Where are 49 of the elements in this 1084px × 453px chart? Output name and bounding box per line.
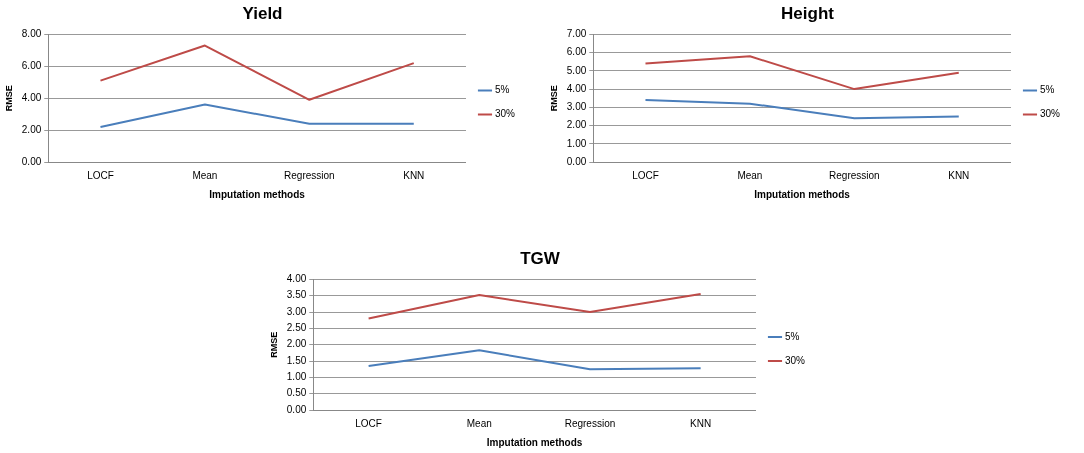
chart-title: TGW bbox=[520, 248, 561, 268]
y-tick-label: 5.00 bbox=[566, 64, 587, 76]
x-tick-label: LOCF bbox=[632, 169, 659, 181]
chart-title: Height bbox=[781, 3, 835, 23]
x-tick-label: Regression bbox=[564, 417, 616, 429]
y-tick-label: 1.50 bbox=[286, 354, 307, 366]
y-tick-label: 2.50 bbox=[286, 322, 307, 334]
x-axis-title: Imputation methods bbox=[209, 188, 306, 200]
y-tick-label: 3.50 bbox=[286, 289, 307, 301]
chart-title: Yield bbox=[242, 3, 283, 23]
y-tick-label: 0.00 bbox=[286, 403, 307, 415]
y-tick-label: 0.00 bbox=[566, 155, 587, 167]
y-tick-label: 4.00 bbox=[21, 91, 42, 103]
x-tick-label: KNN bbox=[403, 169, 425, 181]
legend-label: 5% bbox=[1039, 84, 1055, 96]
y-tick-label: 2.00 bbox=[286, 338, 307, 350]
y-tick-label: 6.00 bbox=[21, 60, 42, 72]
y-axis-title: RMSE bbox=[268, 331, 279, 358]
x-tick-label: Mean bbox=[466, 417, 492, 429]
y-tick-label: 1.00 bbox=[566, 137, 587, 149]
y-tick-label: 2.00 bbox=[566, 119, 587, 131]
y-tick-label: 3.00 bbox=[286, 305, 307, 317]
y-tick-label: 1.00 bbox=[286, 371, 307, 383]
y-tick-label: 2.00 bbox=[21, 123, 42, 135]
x-tick-label: LOCF bbox=[87, 169, 114, 181]
x-tick-label: Mean bbox=[192, 169, 218, 181]
y-axis-title: RMSE bbox=[3, 85, 14, 112]
legend-label: 5% bbox=[784, 330, 800, 342]
legend-label: 30% bbox=[784, 354, 806, 366]
y-tick-label: 0.00 bbox=[21, 155, 42, 167]
x-tick-label: Regression bbox=[829, 169, 880, 181]
y-axis-title: RMSE bbox=[548, 85, 559, 112]
legend-label: 30% bbox=[494, 108, 516, 120]
y-tick-label: 4.00 bbox=[286, 273, 307, 285]
y-tick-label: 8.00 bbox=[21, 28, 42, 40]
x-tick-label: KNN bbox=[690, 417, 712, 429]
x-axis-title: Imputation methods bbox=[486, 436, 583, 448]
x-tick-label: Mean bbox=[737, 169, 763, 181]
y-tick-label: 4.00 bbox=[566, 82, 587, 94]
x-tick-label: Regression bbox=[284, 169, 335, 181]
y-tick-label: 7.00 bbox=[566, 28, 587, 40]
x-tick-label: LOCF bbox=[355, 417, 382, 429]
x-tick-label: KNN bbox=[948, 169, 970, 181]
y-tick-label: 6.00 bbox=[566, 46, 587, 58]
legend-label: 30% bbox=[1039, 108, 1061, 120]
y-tick-label: 3.00 bbox=[566, 101, 587, 113]
x-axis-title: Imputation methods bbox=[754, 188, 851, 200]
y-tick-label: 0.50 bbox=[286, 387, 307, 399]
legend-label: 5% bbox=[494, 84, 510, 96]
